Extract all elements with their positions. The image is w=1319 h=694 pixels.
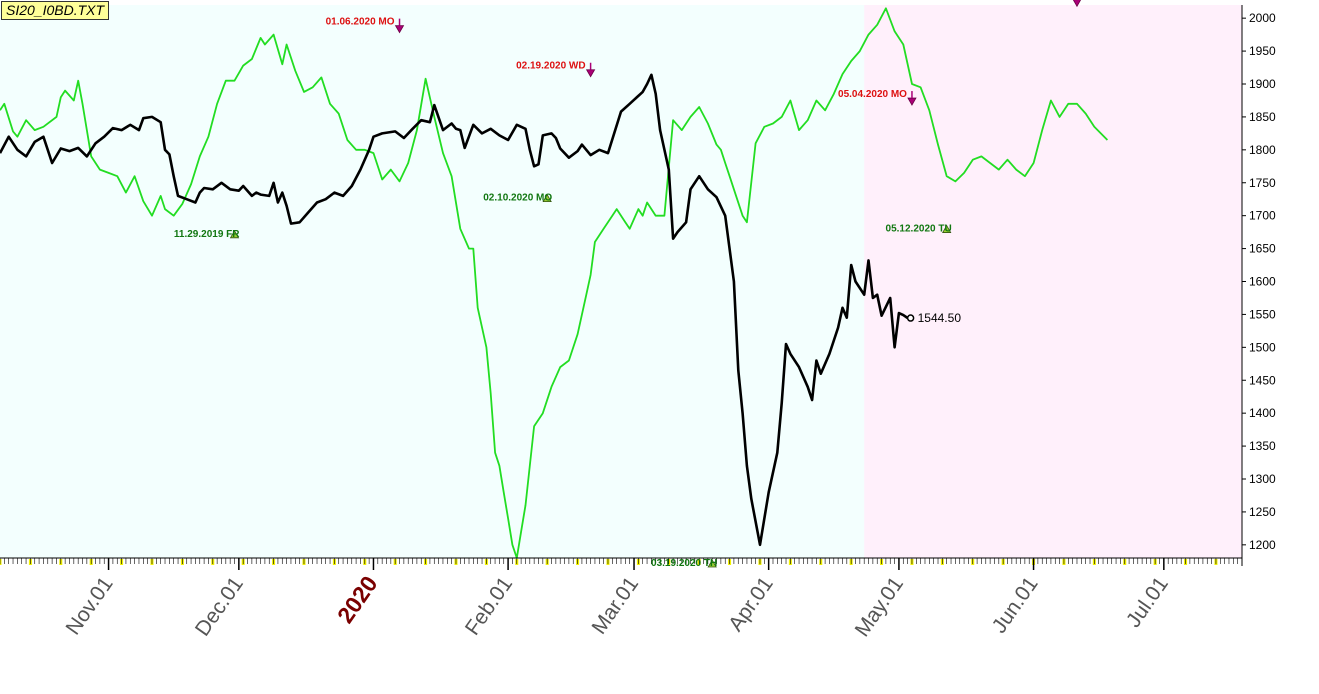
y-tick-label: 1950 [1249, 44, 1276, 58]
y-tick-label: 1300 [1249, 472, 1276, 486]
x-tick-marker [0, 559, 2, 565]
annotation-label: 05.04.2020 MO [838, 89, 907, 100]
high-marker-icon [907, 97, 917, 106]
y-tick-label: 1800 [1249, 143, 1276, 157]
y-axis: 1200 1250 1300 1350 1400 1450 1500 1550 1600 1650… [1242, 11, 1276, 552]
x-tick-markers [0, 558, 1243, 565]
x-tick-label: Nov.01 [62, 573, 118, 639]
annotation-label: 02.10.2020 MO [483, 193, 552, 204]
file-title: SI20_I0BD.TXT [1, 1, 110, 20]
y-tick-label: 1900 [1249, 77, 1276, 91]
y-tick-label: 1850 [1249, 110, 1276, 124]
y-tick-label: 1700 [1249, 209, 1276, 223]
forecast-background [864, 5, 1242, 558]
projection-series-line [0, 7, 1109, 559]
x-tick-label: May.01 [851, 573, 908, 641]
series-layer [0, 7, 1109, 559]
last-value-marker [906, 314, 915, 322]
y-tick-label: 1350 [1249, 439, 1276, 453]
y-tick-label: 1250 [1249, 505, 1276, 519]
y-tick-label: 1550 [1249, 307, 1276, 321]
y-tick-label: 2000 [1249, 11, 1276, 25]
y-tick-label: 1500 [1249, 340, 1276, 354]
annotation-label: 05.12.2020 TU [886, 224, 952, 235]
y-tick-label: 1450 [1249, 373, 1276, 387]
y-tick-label: 1200 [1249, 538, 1276, 552]
y-tick-label: 1600 [1249, 275, 1276, 289]
y-tick-label: 1400 [1249, 406, 1276, 420]
annotation-label: 01.06.2020 MO [326, 17, 395, 28]
annotation-label: 06.12.2020 FR [1006, 0, 1073, 1]
x-tick-label: Dec.01 [191, 573, 248, 641]
x-tick-label: Feb.01 [461, 573, 517, 640]
x-axis: Nov.01 Dec.01 2020 Feb.01 Mar.01 Apr.01 May.01… [62, 558, 1173, 641]
y-tick-label: 1750 [1249, 176, 1276, 190]
low-marker-icon [942, 224, 952, 233]
x-tick-label: Jun.01 [988, 573, 1043, 638]
actual-series-line [0, 73, 909, 547]
last-value-label: 1544.50 [918, 311, 962, 325]
x-tick-label: Jul.01 [1122, 573, 1173, 632]
annotations-layer: 01.06.2020 MO 02.19.2020 WD 05.04.2020 MO 0… [174, 0, 1082, 569]
annotation-label: 02.19.2020 WD [516, 61, 586, 72]
x-tick-label: 2020 [332, 571, 383, 628]
y-tick-label: 1650 [1249, 242, 1276, 256]
x-tick-label: Apr.01 [724, 573, 778, 636]
low-marker-icon [229, 230, 240, 239]
low-marker-icon [707, 559, 717, 568]
x-tick-label: Mar.01 [587, 573, 643, 639]
annotation-label: 03.19.2020 TH [651, 558, 717, 569]
annotation-label: 11.29.2019 FR [174, 229, 240, 240]
high-marker-icon [1072, 0, 1082, 8]
low-marker-icon [542, 193, 552, 203]
